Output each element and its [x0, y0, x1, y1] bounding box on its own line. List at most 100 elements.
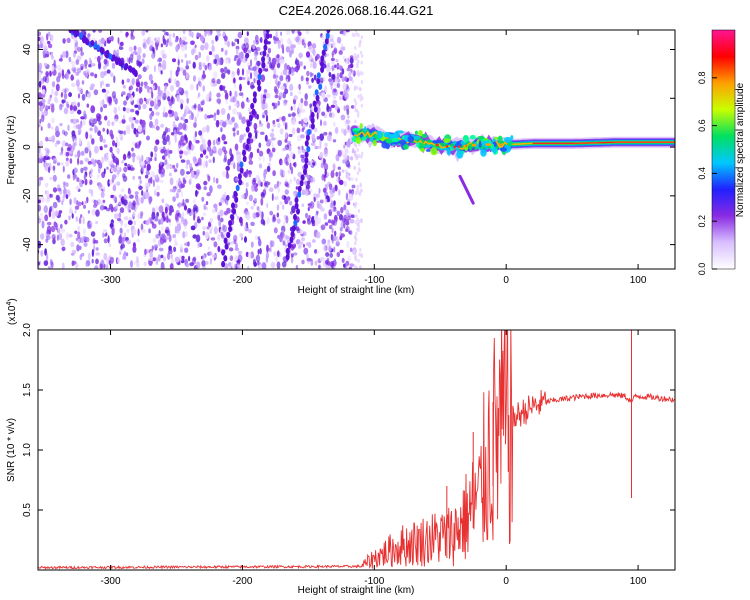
signal-blob — [503, 136, 512, 143]
noise-speckle — [326, 94, 331, 98]
noise-speckle — [337, 166, 341, 170]
noise-speckle — [73, 173, 77, 178]
noise-speckle — [143, 43, 147, 49]
noise-speckle — [211, 39, 215, 45]
noise-speckle — [298, 52, 303, 59]
noise-speckle — [271, 102, 275, 107]
noise-speckle — [355, 101, 358, 105]
noise-speckle — [234, 203, 238, 209]
noise-speckle — [343, 204, 347, 211]
noise-streak-dot — [245, 126, 250, 133]
noise-speckle — [191, 170, 194, 178]
noise-speckle — [293, 95, 298, 101]
noise-speckle — [266, 244, 269, 253]
noise-speckle — [330, 209, 335, 213]
noise-speckle — [84, 200, 87, 205]
noise-speckle — [353, 87, 357, 92]
noise-speckle — [341, 76, 345, 82]
noise-speckle — [342, 82, 347, 90]
noise-speckle — [361, 151, 364, 156]
noise-speckle — [241, 194, 246, 199]
noise-speckle — [38, 157, 42, 164]
noise-speckle — [356, 222, 359, 227]
noise-speckle — [185, 163, 188, 170]
noise-speckle — [348, 76, 353, 82]
colorbar-label: Normalized spectral amplitude — [735, 82, 746, 217]
noise-speckle — [301, 259, 305, 265]
noise-speckle — [287, 169, 291, 174]
noise-speckle — [175, 71, 179, 77]
noise-speckle — [114, 213, 119, 220]
noise-streak-dot — [258, 67, 263, 75]
noise-speckle — [360, 154, 363, 159]
noise-speckle — [127, 151, 132, 159]
noise-speckle — [334, 104, 338, 111]
noise-speckle — [220, 108, 226, 115]
noise-speckle — [210, 237, 216, 241]
noise-streak-dot — [306, 145, 311, 153]
noise-streak-dot — [252, 97, 257, 104]
spectrogram-content — [38, 30, 675, 269]
noise-speckle — [316, 250, 320, 254]
noise-speckle — [179, 201, 182, 208]
noise-speckle — [305, 189, 309, 197]
noise-speckle — [331, 50, 334, 59]
noise-speckle — [287, 113, 292, 118]
noise-speckle — [190, 225, 196, 231]
noise-speckle — [131, 123, 135, 130]
noise-speckle — [231, 72, 236, 78]
noise-speckle — [117, 37, 120, 44]
noise-speckle — [314, 214, 318, 222]
noise-speckle — [120, 243, 125, 249]
signal-peak-dot — [453, 145, 456, 149]
noise-speckle — [343, 180, 347, 187]
noise-speckle — [125, 252, 129, 257]
noise-speckle — [256, 60, 261, 67]
noise-speckle — [246, 72, 249, 80]
noise-speckle — [215, 35, 218, 42]
noise-speckle — [173, 111, 178, 119]
noise-speckle — [361, 96, 364, 101]
noise-speckle — [280, 160, 283, 166]
noise-speckle — [80, 116, 85, 120]
noise-speckle — [94, 145, 99, 154]
noise-speckle — [137, 104, 141, 111]
noise-speckle — [276, 261, 281, 269]
noise-speckle — [284, 156, 288, 165]
signal-blob — [494, 136, 499, 140]
spectrogram-y-label: Frequency (Hz) — [6, 116, 17, 185]
noise-speckle — [169, 75, 173, 84]
noise-speckle — [41, 42, 47, 49]
noise-speckle — [167, 96, 171, 102]
noise-speckle — [198, 80, 202, 88]
noise-speckle — [132, 155, 135, 163]
snr-frame — [37, 329, 676, 571]
noise-speckle — [254, 235, 259, 240]
noise-speckle — [355, 177, 358, 182]
noise-speckle — [100, 37, 105, 45]
noise-speckle — [64, 87, 69, 93]
noise-streak-dot — [256, 79, 261, 86]
noise-speckle — [268, 187, 274, 193]
noise-speckle — [162, 53, 167, 59]
noise-speckle — [219, 210, 222, 215]
noise-speckle — [83, 174, 87, 181]
noise-speckle — [217, 147, 223, 156]
noise-speckle — [72, 125, 78, 129]
noise-speckle — [323, 149, 329, 157]
noise-speckle — [70, 101, 75, 106]
noise-speckle — [88, 57, 92, 62]
noise-speckle — [181, 142, 186, 146]
noise-speckle — [338, 189, 341, 196]
noise-speckle — [66, 38, 71, 43]
noise-streak-dot — [78, 32, 83, 39]
noise-speckle — [149, 45, 154, 52]
noise-speckle — [119, 234, 122, 241]
noise-speckle — [282, 147, 286, 152]
noise-speckle — [173, 246, 177, 252]
noise-speckle — [270, 65, 275, 71]
noise-speckle — [359, 189, 363, 193]
noise-speckle — [100, 106, 103, 113]
noise-speckle — [265, 114, 269, 123]
noise-speckle — [289, 66, 292, 75]
